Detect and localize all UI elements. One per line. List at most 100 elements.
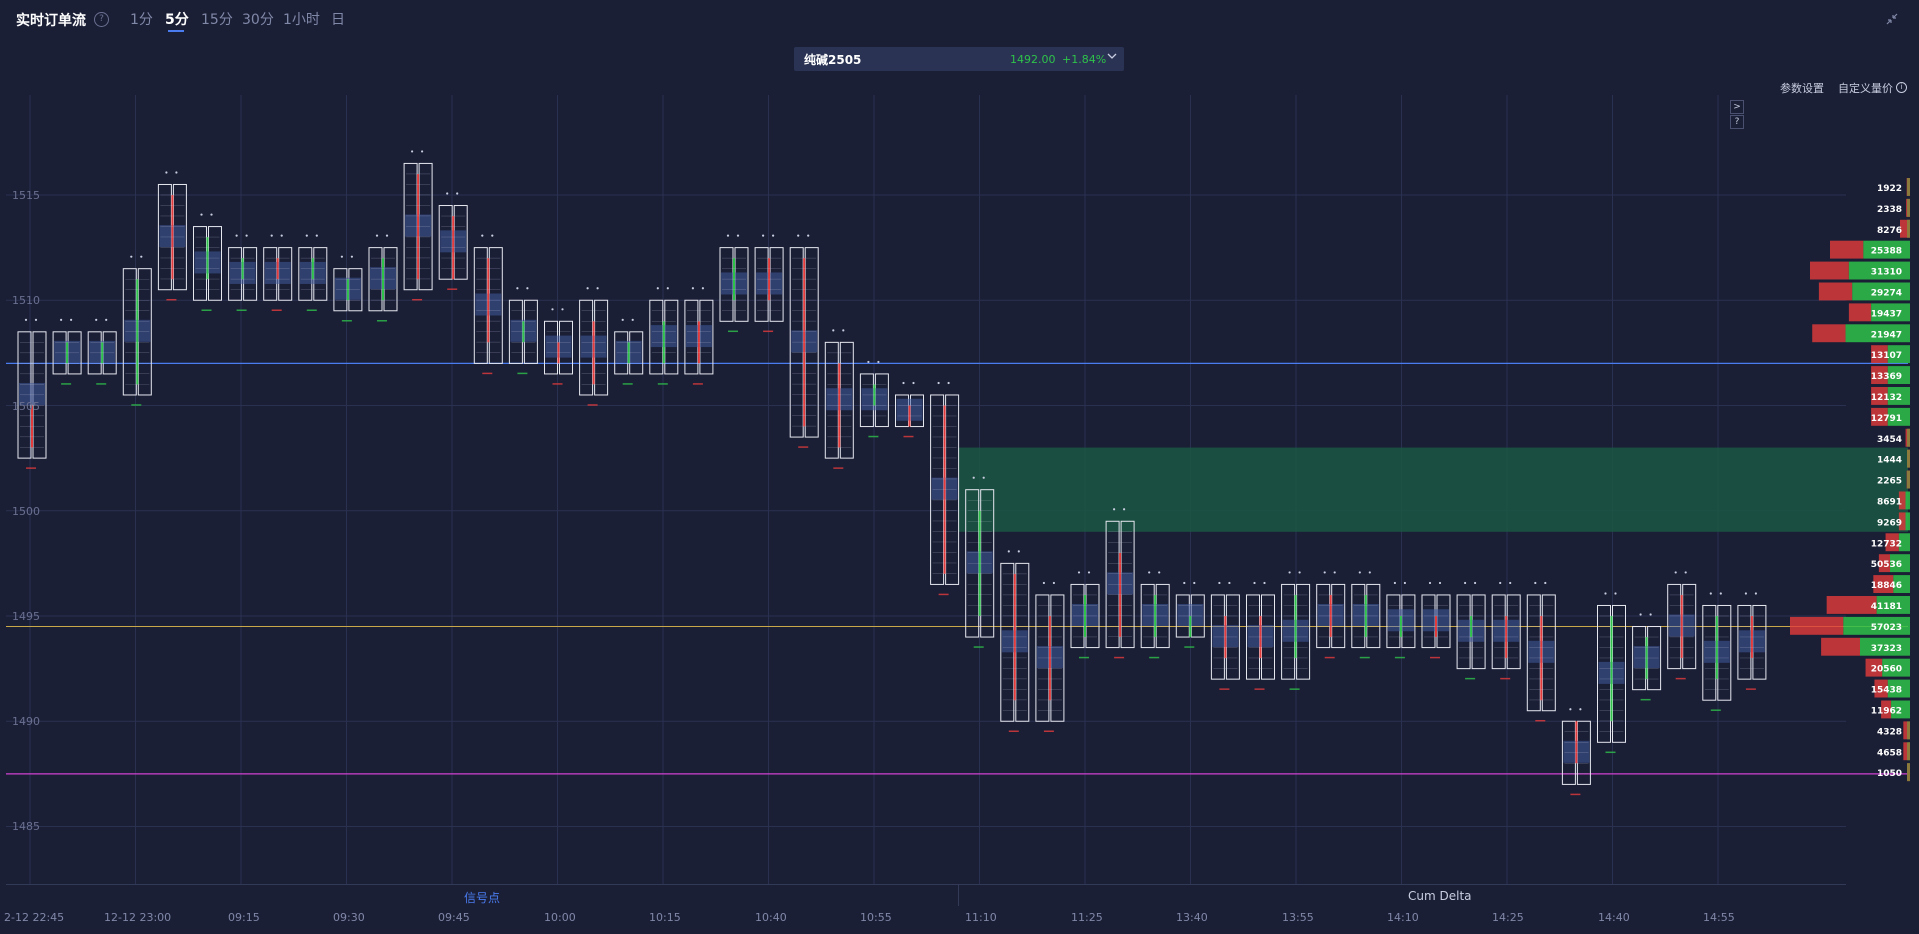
volume-profile-sell <box>1810 261 1849 280</box>
volume-profile-marker <box>1907 219 1910 238</box>
y-tick: 1515 <box>12 189 40 202</box>
imbalance-dot <box>1569 708 1572 711</box>
imbalance-dot <box>937 381 940 385</box>
volume-profile-buy <box>1893 575 1910 593</box>
imbalance-dot <box>34 318 38 321</box>
imbalance-dot <box>235 234 238 237</box>
x-tick: 10:40 <box>755 911 787 924</box>
tab-1min[interactable]: 1分 <box>130 12 153 28</box>
imbalance-dot <box>1218 581 1221 585</box>
volume-profile-label: 3454 <box>1877 435 1902 445</box>
imbalance-dot <box>842 329 845 332</box>
imbalance-dot <box>1113 508 1116 511</box>
imbalance-dot <box>666 287 669 290</box>
imbalance-dot <box>1604 592 1607 595</box>
tab-day[interactable]: 日 <box>331 12 345 28</box>
volume-profile-label: 19437 <box>1871 309 1902 319</box>
volume-profile-sell <box>1821 637 1860 656</box>
imbalance-dot <box>586 287 589 290</box>
imbalance-dot <box>736 234 740 237</box>
volume-profile-sell <box>1871 387 1888 405</box>
volume-profile-label: 8691 <box>1877 498 1902 508</box>
imbalance-dot <box>1158 571 1161 574</box>
x-tick: 2-12 22:45 <box>4 911 65 924</box>
imbalance-dot <box>245 234 248 237</box>
imbalance-dot <box>1253 581 1256 585</box>
imbalance-dot <box>1754 592 1757 595</box>
tab-30min[interactable]: 30分 <box>242 12 274 28</box>
imbalance-dot <box>1323 571 1326 574</box>
imbalance-dot <box>1499 581 1502 585</box>
imbalance-dot <box>867 360 870 364</box>
volume-profile-label: 2265 <box>1877 477 1902 487</box>
x-tick: 13:55 <box>1282 911 1314 924</box>
volume-profile-marker <box>1907 470 1910 489</box>
collapse-icon[interactable] <box>1885 12 1899 26</box>
imbalance-dot <box>1614 592 1617 595</box>
volume-profile-label: 29274 <box>1871 289 1902 299</box>
tab-5min[interactable]: 5分 <box>165 12 189 28</box>
imbalance-dot <box>1534 581 1537 585</box>
imbalance-dot <box>1474 581 1477 585</box>
volume-profile-buy <box>1905 491 1910 510</box>
volume-profile-sell <box>1881 700 1892 719</box>
imbalance-dot <box>385 234 389 237</box>
chevron-down-icon[interactable] <box>1106 50 1118 65</box>
volume-profile-label: 8276 <box>1877 226 1902 236</box>
volume-profile-sell <box>1871 345 1888 364</box>
signal-points-tab[interactable]: 信号点 <box>464 891 501 905</box>
imbalance-dot <box>1298 571 1301 574</box>
volume-profile-sell <box>1874 679 1888 698</box>
imbalance-dot <box>1077 571 1081 574</box>
y-tick: 1500 <box>12 505 40 518</box>
tab-15min[interactable]: 15分 <box>201 12 233 28</box>
imbalance-dot <box>516 287 519 290</box>
imbalance-dot <box>130 255 133 258</box>
volume-profile-buy <box>1848 261 1910 280</box>
cum-delta-tab[interactable]: Cum Delta <box>1408 889 1472 903</box>
params-settings-link[interactable]: 参数设置 <box>1780 82 1824 95</box>
imbalance-dot <box>24 318 28 321</box>
imbalance-dot <box>481 234 484 237</box>
y-tick: 1485 <box>12 820 40 833</box>
imbalance-dot <box>411 150 414 153</box>
imbalance-dot <box>1228 581 1231 585</box>
imbalance-dot <box>350 255 353 258</box>
imbalance-dot <box>280 234 283 237</box>
info-icon[interactable]: i <box>1896 82 1907 93</box>
volume-profile-marker <box>1907 721 1910 740</box>
imbalance-dot <box>691 287 695 290</box>
volume-profile-marker <box>1907 428 1910 447</box>
imbalance-dot <box>105 318 108 321</box>
imbalance-dot <box>1428 581 1432 585</box>
volume-profile-label: 31310 <box>1871 268 1902 278</box>
imbalance-dot <box>561 308 564 311</box>
x-tick: 13:40 <box>1176 911 1208 924</box>
imbalance-dot <box>947 381 950 385</box>
volume-profile-sell <box>1871 366 1888 384</box>
custom-volume-link[interactable]: 自定义量价 <box>1838 82 1893 95</box>
volume-profile-sell <box>1898 512 1906 531</box>
imbalance-dot <box>1464 581 1467 585</box>
volume-profile-sell <box>1830 240 1864 259</box>
imbalance-dot <box>456 192 459 195</box>
x-tick: 10:00 <box>544 911 576 924</box>
tab-1hour[interactable]: 1小时 <box>283 12 320 28</box>
volume-profile-buy <box>1860 637 1910 656</box>
imbalance-dot <box>1509 581 1512 585</box>
imbalance-dot <box>772 234 775 237</box>
symbol-selector[interactable]: 纯碱2505 1492.00 +1.84% <box>794 47 1124 71</box>
expand-right-button[interactable]: > <box>1730 100 1744 114</box>
value-area-zone <box>958 447 1908 532</box>
y-tick: 1495 <box>12 610 40 623</box>
imbalance-dot <box>526 287 529 290</box>
volume-profile-sell <box>1790 616 1844 635</box>
chart-help-button[interactable]: ? <box>1730 115 1744 129</box>
volume-profile-sell <box>1826 596 1877 614</box>
help-icon[interactable]: ? <box>94 12 109 27</box>
imbalance-dot <box>902 381 905 385</box>
y-tick: 1490 <box>12 715 40 728</box>
volume-profile-sell <box>1878 554 1890 573</box>
panel-separator <box>958 884 959 906</box>
